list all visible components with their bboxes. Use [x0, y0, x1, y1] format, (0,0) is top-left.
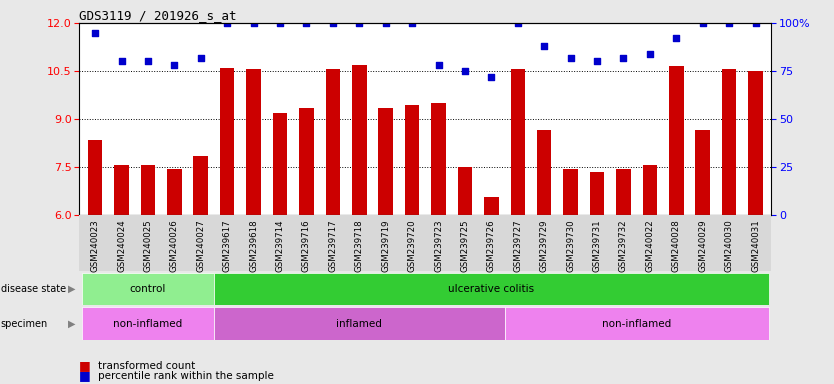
Text: GSM240025: GSM240025 — [143, 220, 153, 272]
Bar — [510, 70, 525, 215]
Text: GSM240029: GSM240029 — [698, 220, 707, 272]
Bar — [484, 197, 499, 215]
Text: GSM240022: GSM240022 — [646, 220, 655, 272]
Point — [670, 35, 683, 41]
Point — [405, 20, 419, 26]
Bar — [214, 307, 505, 340]
Text: GDS3119 / 201926_s_at: GDS3119 / 201926_s_at — [79, 9, 237, 22]
Bar — [114, 166, 128, 215]
Bar — [722, 70, 736, 215]
Point — [432, 62, 445, 68]
Text: ■: ■ — [79, 359, 91, 372]
Text: GSM239723: GSM239723 — [434, 220, 443, 272]
Bar — [246, 70, 261, 215]
Bar — [82, 273, 214, 305]
Text: GSM239729: GSM239729 — [540, 220, 549, 272]
Text: GSM239726: GSM239726 — [487, 220, 496, 272]
Point — [696, 20, 710, 26]
Text: disease state: disease state — [1, 284, 66, 294]
Point — [643, 51, 656, 57]
Text: transformed count: transformed count — [98, 361, 196, 371]
Text: GSM239720: GSM239720 — [408, 220, 417, 272]
Bar — [431, 103, 446, 215]
Bar — [352, 65, 367, 215]
Point — [749, 20, 762, 26]
Text: ■: ■ — [79, 369, 91, 382]
Text: ulcerative colitis: ulcerative colitis — [449, 284, 535, 294]
Bar — [404, 105, 420, 215]
Text: GSM239727: GSM239727 — [513, 220, 522, 272]
Point — [274, 20, 287, 26]
Text: GSM240030: GSM240030 — [725, 220, 734, 272]
Text: GSM240031: GSM240031 — [751, 220, 760, 272]
Bar — [564, 169, 578, 215]
Point — [511, 20, 525, 26]
Bar — [458, 167, 472, 215]
Bar — [299, 108, 314, 215]
Text: GSM239717: GSM239717 — [329, 220, 338, 272]
Bar — [590, 172, 605, 215]
Bar — [214, 273, 769, 305]
Text: GSM239730: GSM239730 — [566, 220, 575, 272]
Bar — [379, 108, 393, 215]
Text: GSM239732: GSM239732 — [619, 220, 628, 272]
Point — [722, 20, 736, 26]
Text: GSM239731: GSM239731 — [593, 220, 601, 272]
Point — [299, 20, 313, 26]
Text: GSM240024: GSM240024 — [117, 220, 126, 272]
Bar — [193, 156, 208, 215]
Bar — [273, 113, 287, 215]
Bar — [167, 169, 182, 215]
Point — [326, 20, 339, 26]
Point — [564, 55, 577, 61]
Point — [538, 43, 551, 49]
Text: GSM239725: GSM239725 — [460, 220, 470, 272]
Text: GSM239618: GSM239618 — [249, 220, 258, 272]
Text: GSM239718: GSM239718 — [354, 220, 364, 272]
Text: GSM240027: GSM240027 — [196, 220, 205, 272]
Bar — [141, 166, 155, 215]
Bar — [696, 130, 710, 215]
Text: GSM240023: GSM240023 — [91, 220, 99, 272]
Point — [168, 62, 181, 68]
Bar — [748, 71, 763, 215]
Bar — [537, 130, 551, 215]
Text: GSM239719: GSM239719 — [381, 220, 390, 272]
Text: GSM239714: GSM239714 — [275, 220, 284, 272]
Point — [141, 58, 154, 65]
Text: inflamed: inflamed — [336, 318, 382, 329]
Text: GSM239716: GSM239716 — [302, 220, 311, 272]
Text: ▶: ▶ — [68, 318, 76, 329]
Bar — [616, 169, 631, 215]
Point — [247, 20, 260, 26]
Point — [485, 74, 498, 80]
Text: non-inflamed: non-inflamed — [602, 318, 671, 329]
Point — [459, 68, 472, 74]
Text: GSM240026: GSM240026 — [170, 220, 178, 272]
Bar — [643, 166, 657, 215]
Text: ▶: ▶ — [68, 284, 76, 294]
Point — [590, 58, 604, 65]
Point — [88, 30, 102, 36]
Bar — [325, 70, 340, 215]
Point — [220, 20, 234, 26]
Bar — [669, 66, 684, 215]
Point — [353, 20, 366, 26]
Bar — [88, 140, 103, 215]
Bar — [505, 307, 769, 340]
Point — [194, 55, 208, 61]
Bar — [82, 307, 214, 340]
Text: percentile rank within the sample: percentile rank within the sample — [98, 371, 274, 381]
Point — [379, 20, 392, 26]
Text: GSM240028: GSM240028 — [672, 220, 681, 272]
Point — [617, 55, 631, 61]
Text: GSM239617: GSM239617 — [223, 220, 232, 272]
Point — [115, 58, 128, 65]
Text: non-inflamed: non-inflamed — [113, 318, 183, 329]
Text: control: control — [130, 284, 166, 294]
Bar — [220, 68, 234, 215]
Text: specimen: specimen — [1, 318, 48, 329]
